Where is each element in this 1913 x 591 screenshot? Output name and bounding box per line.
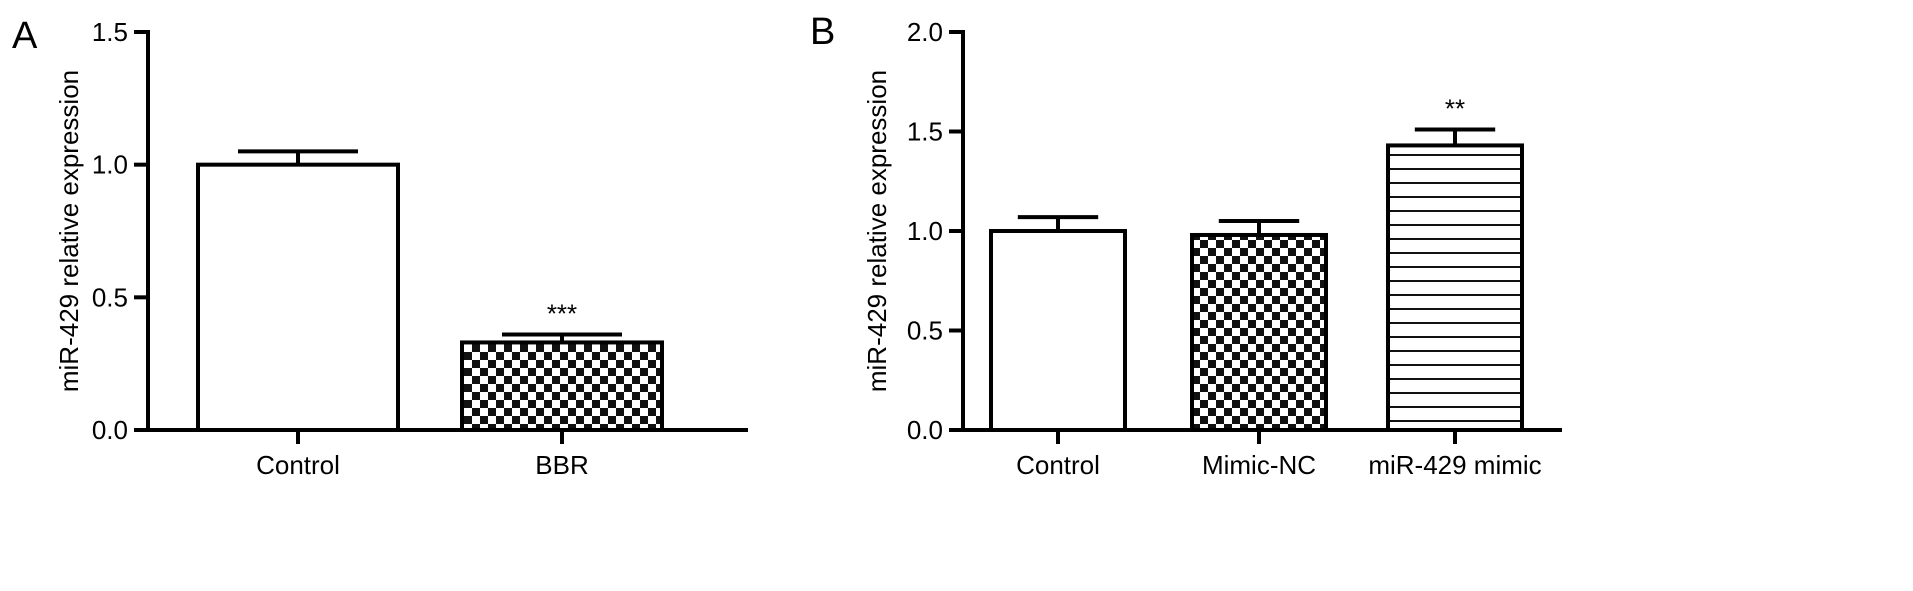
x-tick-label: BBR [535, 450, 588, 480]
x-tick-label: Control [1016, 450, 1100, 480]
bar-mir-429-mimic [1386, 143, 1524, 432]
y-axis-label: miR-429 relative expression [862, 70, 892, 392]
y-tick-label: 0.0 [92, 415, 128, 445]
y-tick-label: 1.0 [907, 216, 943, 246]
significance-label: ** [1445, 94, 1465, 124]
y-tick-label: 1.0 [92, 150, 128, 180]
y-tick-label: 1.5 [907, 117, 943, 147]
bar-control [196, 162, 400, 433]
y-axis-label: miR-429 relative expression [54, 70, 84, 392]
bar-control [989, 229, 1127, 432]
bar-bbr [460, 340, 664, 432]
y-tick-label: 0.0 [907, 415, 943, 445]
bar-mimic-nc [1190, 232, 1328, 432]
x-tick-label: Mimic-NC [1202, 450, 1316, 480]
panel-label: B [810, 11, 835, 53]
y-tick-label: 0.5 [92, 282, 128, 312]
y-tick-label: 0.5 [907, 316, 943, 346]
x-tick-label: Control [256, 450, 340, 480]
panel-label: A [12, 15, 38, 57]
y-tick-label: 1.5 [92, 17, 128, 47]
significance-label: *** [547, 298, 577, 328]
y-tick-label: 2.0 [907, 17, 943, 47]
x-tick-label: miR-429 mimic [1368, 450, 1541, 480]
